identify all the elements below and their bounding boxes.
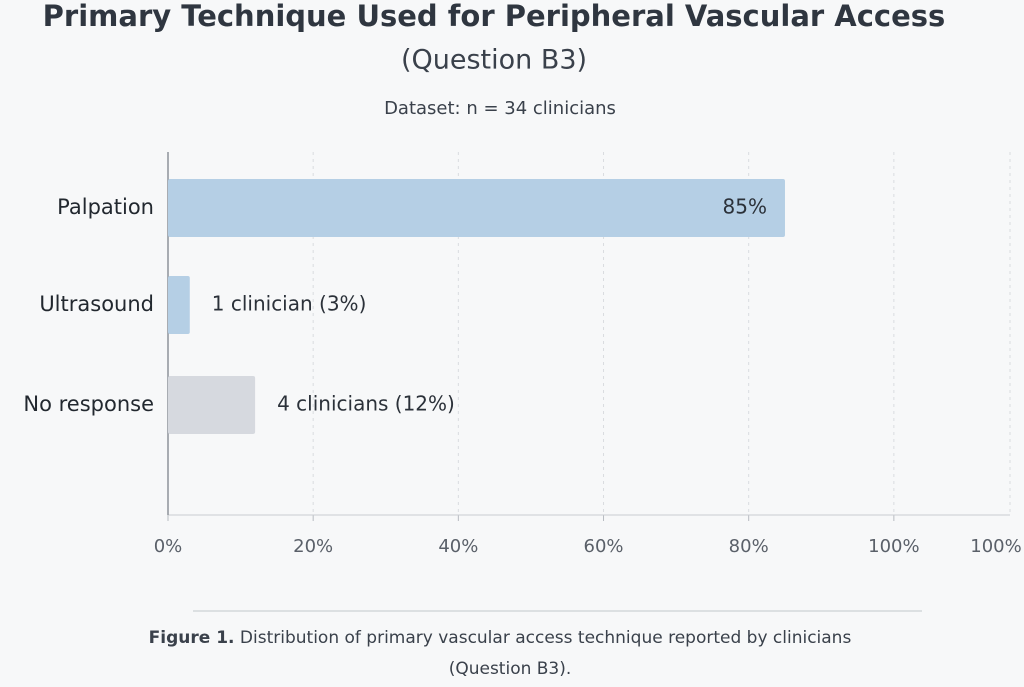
- x-tick-label: 0%: [154, 536, 183, 557]
- x-axis-end-label: 100%: [970, 536, 1021, 557]
- bar: [168, 179, 785, 237]
- y-tick-label: No response: [23, 392, 154, 416]
- x-tick-label: 60%: [584, 536, 624, 557]
- x-tick-label: 20%: [293, 536, 333, 557]
- caption: Figure 1. Distribution of primary vascul…: [149, 628, 852, 648]
- chart-title: Primary Technique Used for Peripheral Va…: [43, 0, 946, 33]
- x-tick-label: 100%: [868, 536, 919, 557]
- value-label: 85%: [723, 195, 767, 219]
- chart-subtitle: (Question B3): [401, 45, 587, 76]
- value-label: 4 clinicians (12%): [277, 392, 455, 416]
- bar: [168, 276, 190, 334]
- caption-text: Distribution of primary vascular access …: [240, 628, 852, 648]
- value-label: 1 clinician (3%): [212, 292, 367, 316]
- x-tick-label: 80%: [729, 536, 769, 557]
- x-tick-label: 40%: [438, 536, 478, 557]
- y-tick-label: Ultrasound: [39, 292, 154, 316]
- caption-label: Figure 1.: [149, 628, 235, 648]
- y-tick-label: Palpation: [57, 195, 154, 219]
- bar: [168, 376, 256, 434]
- caption-text-continued: (Question B3).: [449, 659, 572, 679]
- dataset-note: Dataset: n = 34 clinicians: [384, 98, 616, 119]
